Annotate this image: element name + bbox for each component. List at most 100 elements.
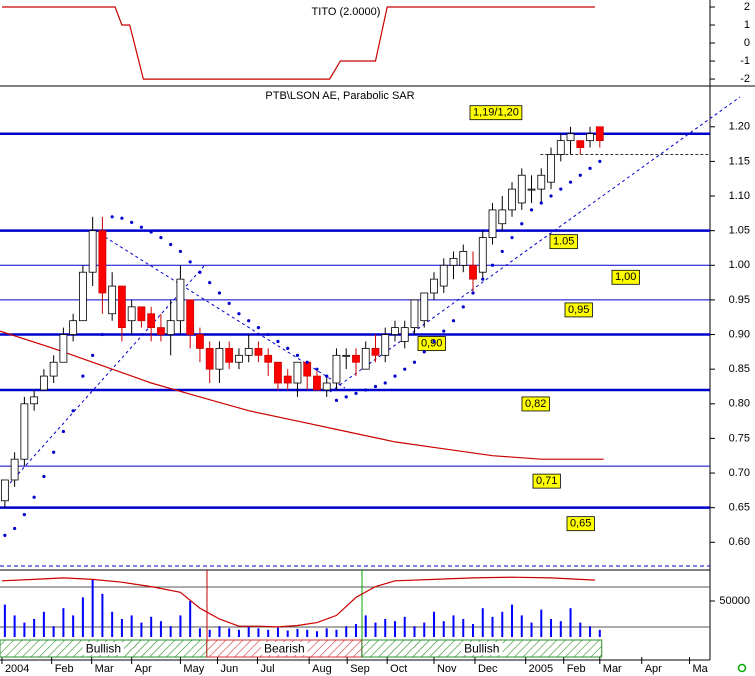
sar-dot <box>13 526 17 531</box>
candle-body <box>166 320 175 335</box>
sar-dot <box>510 235 514 240</box>
main-title: PTB\LSON AE, Parabolic SAR <box>265 90 414 102</box>
x-tick-label: Mar <box>95 663 114 675</box>
candle-body <box>537 174 546 190</box>
sar-dot <box>198 270 202 274</box>
x-tick-label: Ma <box>693 663 709 675</box>
volume-bar <box>52 626 55 637</box>
x-tick-label: 2005 <box>529 663 553 675</box>
volume-bar <box>462 618 465 637</box>
candle-body <box>361 347 370 370</box>
sar-dot <box>295 353 300 357</box>
volume-bar <box>354 624 357 637</box>
y-tick-label: 1.10 <box>729 190 750 202</box>
volume-bar <box>208 629 211 637</box>
sar-dot <box>305 360 309 364</box>
candle-body <box>147 313 156 329</box>
sar-dot <box>61 429 65 434</box>
sar-dot <box>149 230 153 234</box>
volume-bar <box>598 629 601 637</box>
candle-body <box>303 361 312 377</box>
level-label: 1,19/1,20 <box>469 105 523 121</box>
volume-bar <box>72 615 75 637</box>
volume-bar <box>247 626 250 637</box>
sar-dot <box>110 215 114 219</box>
candle-body <box>215 347 224 370</box>
sar-dot <box>22 512 26 517</box>
volume-bar <box>111 611 114 637</box>
x-tick-label: Sep <box>350 663 370 675</box>
candle-body <box>39 375 48 391</box>
volume-bar <box>198 628 201 637</box>
volume-bar <box>374 622 377 637</box>
level-label-text: 0,71 <box>536 475 557 487</box>
volume-bar <box>159 621 162 637</box>
candle-body <box>274 361 282 384</box>
label-box <box>417 336 446 351</box>
candle-body <box>283 375 292 384</box>
sar-dot <box>91 353 95 357</box>
label-box <box>469 105 523 121</box>
candle-body <box>313 375 321 391</box>
candle-body <box>127 306 136 322</box>
sar-dot <box>227 301 231 305</box>
candle-body <box>420 292 429 322</box>
candle-body <box>371 347 380 356</box>
candle-body <box>264 354 273 363</box>
volume-bar <box>13 615 16 637</box>
level-label-text: 0,95 <box>568 304 589 316</box>
level-label: 0,82 <box>521 396 550 412</box>
candle-body <box>235 354 243 363</box>
sar-dot <box>32 495 36 499</box>
label-box <box>611 269 640 285</box>
y-tick-label: 0 <box>744 37 750 49</box>
candle-body <box>196 334 204 349</box>
volume-bar <box>403 616 406 637</box>
sar-dot <box>266 332 270 337</box>
volume-bar <box>33 618 36 637</box>
volume-bar <box>589 626 592 637</box>
volume-bar <box>140 622 143 637</box>
volume-bar <box>569 608 572 637</box>
volume-bar <box>267 629 270 637</box>
trend-label-bg <box>461 642 503 655</box>
sar-dot <box>247 319 251 323</box>
candle-body <box>566 133 575 142</box>
volume-bar <box>413 626 416 637</box>
candle-body <box>342 354 351 357</box>
label-box <box>532 473 561 489</box>
candle-body <box>20 403 29 460</box>
volume-bar <box>81 597 84 637</box>
volume-bar <box>384 618 387 637</box>
candle-body <box>508 188 516 211</box>
y-tick-label: 2 <box>744 1 750 13</box>
status-icon <box>737 663 747 673</box>
sar-dot <box>461 305 465 309</box>
sar-dot <box>81 374 85 378</box>
x-tick-label: 2004 <box>5 663 29 675</box>
level-label-text: 0,90 <box>421 337 442 349</box>
trend-label: Bearish <box>264 642 305 656</box>
volume-bar <box>130 615 133 637</box>
candle-body <box>98 230 107 294</box>
x-tick-label: Jun <box>220 663 238 675</box>
sar-dot <box>334 398 339 402</box>
level-label-text: 0,82 <box>525 398 546 410</box>
y-tick-label: 0.70 <box>729 467 750 479</box>
y-tick-label: 0.60 <box>729 536 750 548</box>
volume-bar <box>550 618 553 637</box>
x-tick-label: Feb <box>567 663 586 675</box>
tito-title: TITO (2.0000) <box>312 6 381 18</box>
sar-dot <box>325 374 329 378</box>
candle-body <box>254 347 263 356</box>
y-tick-label: -2 <box>740 73 750 85</box>
volume-bar <box>559 621 562 637</box>
sar-dot <box>344 395 348 399</box>
candle-body <box>449 257 458 266</box>
candle-body <box>400 327 409 342</box>
volume-bar <box>491 616 494 637</box>
y-tick-label: 1.00 <box>729 259 750 271</box>
level-label: 0,90 <box>417 336 446 351</box>
volume-bar <box>296 629 299 637</box>
